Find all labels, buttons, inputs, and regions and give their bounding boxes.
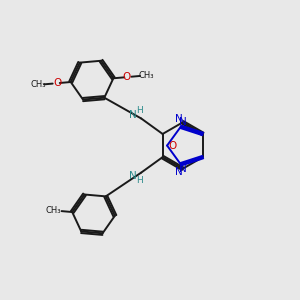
- Text: N: N: [179, 117, 187, 127]
- Text: O: O: [123, 72, 131, 82]
- Text: O: O: [53, 78, 62, 88]
- Text: CH₃: CH₃: [30, 80, 46, 89]
- Text: CH₃: CH₃: [46, 206, 61, 215]
- Text: CH₃: CH₃: [138, 71, 154, 80]
- Text: H: H: [136, 176, 143, 185]
- Text: H: H: [136, 106, 143, 115]
- Text: N: N: [175, 114, 183, 124]
- Text: N: N: [179, 164, 187, 174]
- Text: N: N: [175, 167, 183, 177]
- Text: N: N: [129, 171, 137, 181]
- Text: O: O: [168, 140, 177, 151]
- Text: N: N: [129, 110, 137, 120]
